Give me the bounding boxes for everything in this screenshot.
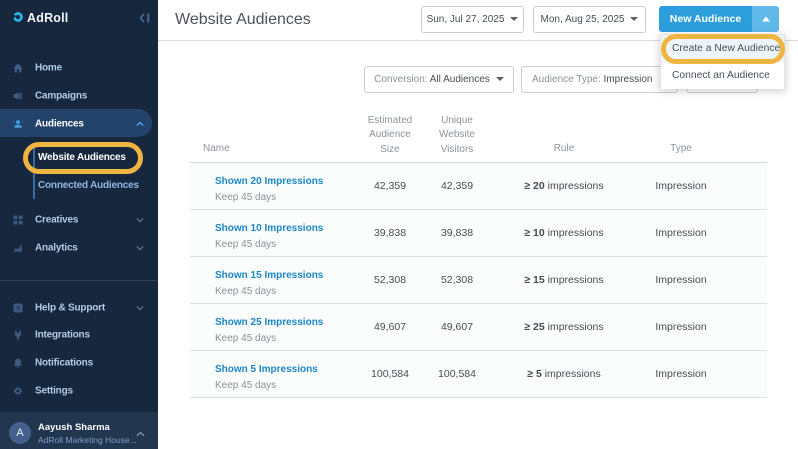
svg-text:?: ? bbox=[16, 306, 20, 313]
